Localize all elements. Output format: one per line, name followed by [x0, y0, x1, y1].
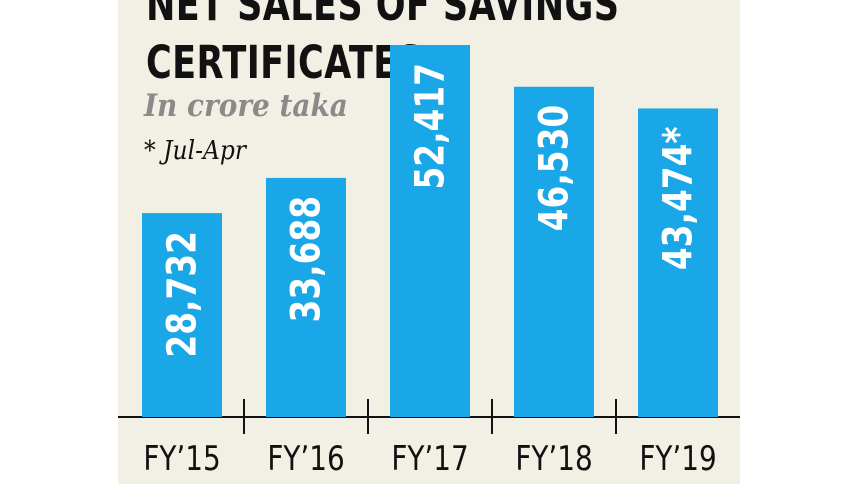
- title-line-2: CERTIFICATES: [146, 36, 424, 89]
- chart-footnote: * Jul-Apr: [144, 136, 247, 166]
- title-line-1: NET SALES OF SAVINGS: [146, 0, 620, 31]
- bar-value-label: 52,417: [406, 63, 453, 190]
- x-tick-label: FY’18: [515, 439, 592, 478]
- bar: [638, 108, 718, 417]
- chart-subtitle: In crore taka: [144, 88, 348, 124]
- bar: [266, 177, 346, 417]
- bar-value-label: 28,732: [158, 231, 205, 358]
- bar-value-label: 43,474*: [654, 126, 701, 270]
- x-tick-label: FY’16: [267, 439, 344, 478]
- bar-value-label: 46,530: [530, 105, 577, 232]
- chart-title: NET SALES OF SAVINGS CERTIFICATES: [146, 0, 619, 92]
- x-tick-label: FY’17: [391, 439, 468, 478]
- bar-chart: 28,732 FY’15 33,688 FY’16 52,417 FY’17 46,530 F…: [118, 45, 740, 479]
- bar-value-label: 33,688: [282, 196, 329, 323]
- bar: [390, 45, 470, 417]
- bar: [514, 86, 594, 417]
- bar: [142, 213, 222, 417]
- x-tick-label: FY’19: [639, 439, 716, 478]
- x-tick-label: FY’15: [143, 439, 220, 478]
- chart-panel: NET SALES OF SAVINGS CERTIFICATES In cro…: [118, 0, 740, 484]
